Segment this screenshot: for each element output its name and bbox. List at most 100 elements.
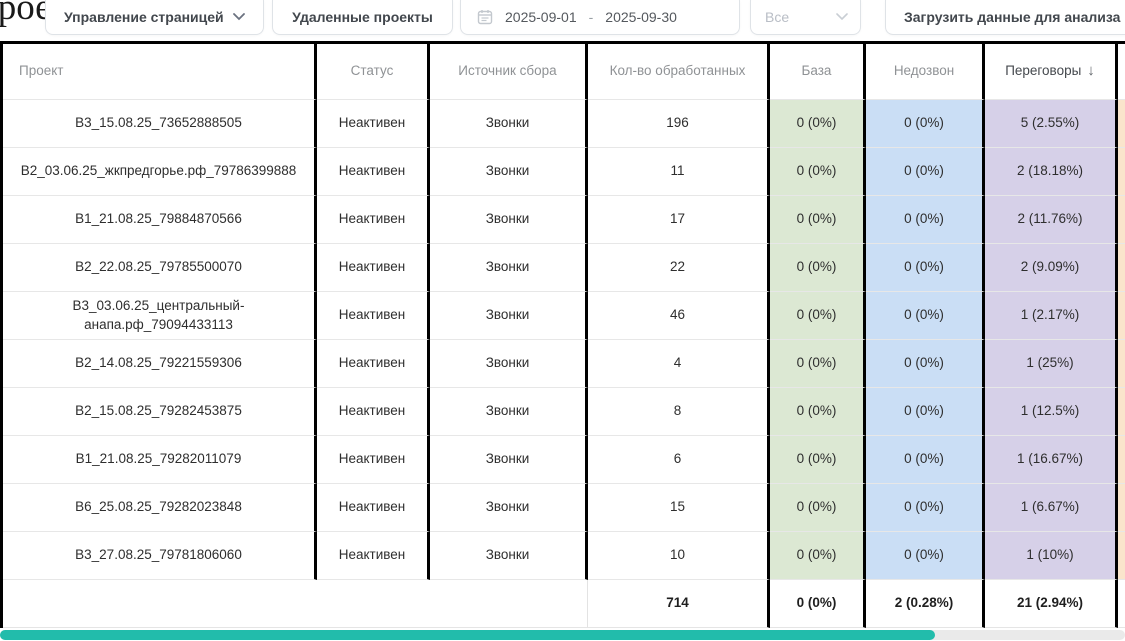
cell-negotiations: 5 (2.55%): [985, 100, 1118, 148]
load-analysis-button-label: Загрузить данные для анализа ко: [904, 9, 1125, 25]
manage-page-button-label: Управление страницей: [64, 9, 224, 25]
filter-select-value: Все: [765, 9, 790, 25]
cell-no-answer: 0 (0%): [866, 292, 985, 340]
cell-source: Звонки: [430, 244, 588, 292]
totals-base: 0 (0%): [770, 580, 866, 628]
column-header-source[interactable]: Источник сбора: [430, 44, 588, 100]
cell-source: Звонки: [430, 532, 588, 580]
table-totals-row: 714 0 (0%) 2 (0.28%) 21 (2.94%): [3, 580, 1125, 628]
table-body: В3_15.08.25_73652888505 Неактивен Звонки…: [3, 100, 1125, 580]
table-row: В3_27.08.25_79781806060 Неактивен Звонки…: [3, 532, 1125, 580]
cell-processed: 8: [588, 388, 770, 436]
cell-no-answer: 0 (0%): [866, 100, 985, 148]
cell-base: 0 (0%): [770, 100, 866, 148]
projects-table: Проект Статус Источник сбора Кол-во обра…: [0, 41, 1125, 628]
cell-status: Неактивен: [317, 532, 430, 580]
cell-no-answer: 0 (0%): [866, 388, 985, 436]
chevron-down-icon: [836, 13, 848, 21]
cell-negotiations: 1 (6.67%): [985, 484, 1118, 532]
cell-status: Неактивен: [317, 196, 430, 244]
cell-no-answer: 0 (0%): [866, 244, 985, 292]
cell-status: Неактивен: [317, 388, 430, 436]
cell-processed: 6: [588, 436, 770, 484]
cell-base: 0 (0%): [770, 244, 866, 292]
column-header-status[interactable]: Статус: [317, 44, 430, 100]
column-header-no-answer[interactable]: Недозвон: [866, 44, 985, 100]
cell-processed: 22: [588, 244, 770, 292]
toolbar: Проекты Управление страницей Удаленные п…: [0, 0, 1125, 41]
table-row: В6_25.08.25_79282023848 Неактивен Звонки…: [3, 484, 1125, 532]
cell-base: 0 (0%): [770, 340, 866, 388]
cell-source: Звонки: [430, 436, 588, 484]
date-to[interactable]: 2025-09-30: [605, 9, 677, 25]
cell-processed: 46: [588, 292, 770, 340]
cell-processed: 11: [588, 148, 770, 196]
cell-project: В6_25.08.25_79282023848: [3, 484, 317, 532]
column-header-negotiations[interactable]: Переговоры ↓: [985, 44, 1118, 100]
cell-status: Неактивен: [317, 340, 430, 388]
cell-negotiations: 1 (2.17%): [985, 292, 1118, 340]
cell-status: Неактивен: [317, 484, 430, 532]
table-row: В1_21.08.25_79282011079 Неактивен Звонки…: [3, 436, 1125, 484]
cell-project: В2_22.08.25_79785500070: [3, 244, 317, 292]
cell-extra: [1118, 148, 1125, 196]
cell-processed: 17: [588, 196, 770, 244]
cell-project: В2_15.08.25_79282453875: [3, 388, 317, 436]
cell-base: 0 (0%): [770, 148, 866, 196]
totals-empty-cell: [3, 580, 588, 628]
cell-negotiations: 2 (11.76%): [985, 196, 1118, 244]
sort-descending-icon: ↓: [1087, 62, 1095, 80]
cell-project: В2_14.08.25_79221559306: [3, 340, 317, 388]
cell-project: В3_15.08.25_73652888505: [3, 100, 317, 148]
cell-project: В1_21.08.25_79282011079: [3, 436, 317, 484]
column-header-project[interactable]: Проект: [3, 44, 317, 100]
cell-extra: [1118, 388, 1125, 436]
cell-extra: [1118, 196, 1125, 244]
deleted-projects-button[interactable]: Удаленные проекты: [272, 0, 453, 35]
table-row: В3_03.06.25_центральный-анапа.рф_7909443…: [3, 292, 1125, 340]
cell-status: Неактивен: [317, 244, 430, 292]
column-header-processed[interactable]: Кол-во обработанных: [588, 44, 770, 100]
totals-negotiations: 21 (2.94%): [985, 580, 1118, 628]
cell-base: 0 (0%): [770, 436, 866, 484]
cell-status: Неактивен: [317, 148, 430, 196]
cell-extra: [1118, 340, 1125, 388]
totals-no-answer: 2 (0.28%): [866, 580, 985, 628]
cell-no-answer: 0 (0%): [866, 532, 985, 580]
cell-source: Звонки: [430, 148, 588, 196]
column-header-negotiations-label: Переговоры: [1005, 63, 1082, 79]
table-row: В1_21.08.25_79884870566 Неактивен Звонки…: [3, 196, 1125, 244]
date-from[interactable]: 2025-09-01: [505, 9, 577, 25]
cell-negotiations: 1 (12.5%): [985, 388, 1118, 436]
cell-no-answer: 0 (0%): [866, 484, 985, 532]
filter-select[interactable]: Все: [750, 0, 861, 35]
cell-processed: 10: [588, 532, 770, 580]
cell-negotiations: 2 (18.18%): [985, 148, 1118, 196]
table-header-row: Проект Статус Источник сбора Кол-во обра…: [3, 44, 1125, 100]
cell-source: Звонки: [430, 196, 588, 244]
cell-base: 0 (0%): [770, 532, 866, 580]
cell-negotiations: 1 (25%): [985, 340, 1118, 388]
cell-no-answer: 0 (0%): [866, 196, 985, 244]
manage-page-button[interactable]: Управление страницей: [45, 0, 264, 35]
cell-project: В3_03.06.25_центральный-анапа.рф_7909443…: [3, 292, 317, 340]
date-range-picker[interactable]: 2025-09-01 - 2025-09-30: [460, 0, 740, 35]
cell-processed: 196: [588, 100, 770, 148]
cell-project: В3_27.08.25_79781806060: [3, 532, 317, 580]
cell-status: Неактивен: [317, 100, 430, 148]
deleted-projects-button-label: Удаленные проекты: [292, 9, 433, 25]
cell-project: В1_21.08.25_79884870566: [3, 196, 317, 244]
scrollbar-thumb[interactable]: [0, 630, 935, 640]
cell-no-answer: 0 (0%): [866, 436, 985, 484]
cell-negotiations: 2 (9.09%): [985, 244, 1118, 292]
calendar-icon: [477, 10, 493, 25]
chevron-down-icon: [233, 13, 245, 21]
cell-negotiations: 1 (10%): [985, 532, 1118, 580]
cell-extra: [1118, 100, 1125, 148]
load-analysis-button[interactable]: Загрузить данные для анализа ко: [885, 0, 1125, 35]
horizontal-scrollbar[interactable]: [0, 630, 1125, 640]
table-row: В2_14.08.25_79221559306 Неактивен Звонки…: [3, 340, 1125, 388]
table-row: В2_22.08.25_79785500070 Неактивен Звонки…: [3, 244, 1125, 292]
cell-extra: [1118, 292, 1125, 340]
column-header-base[interactable]: База: [770, 44, 866, 100]
